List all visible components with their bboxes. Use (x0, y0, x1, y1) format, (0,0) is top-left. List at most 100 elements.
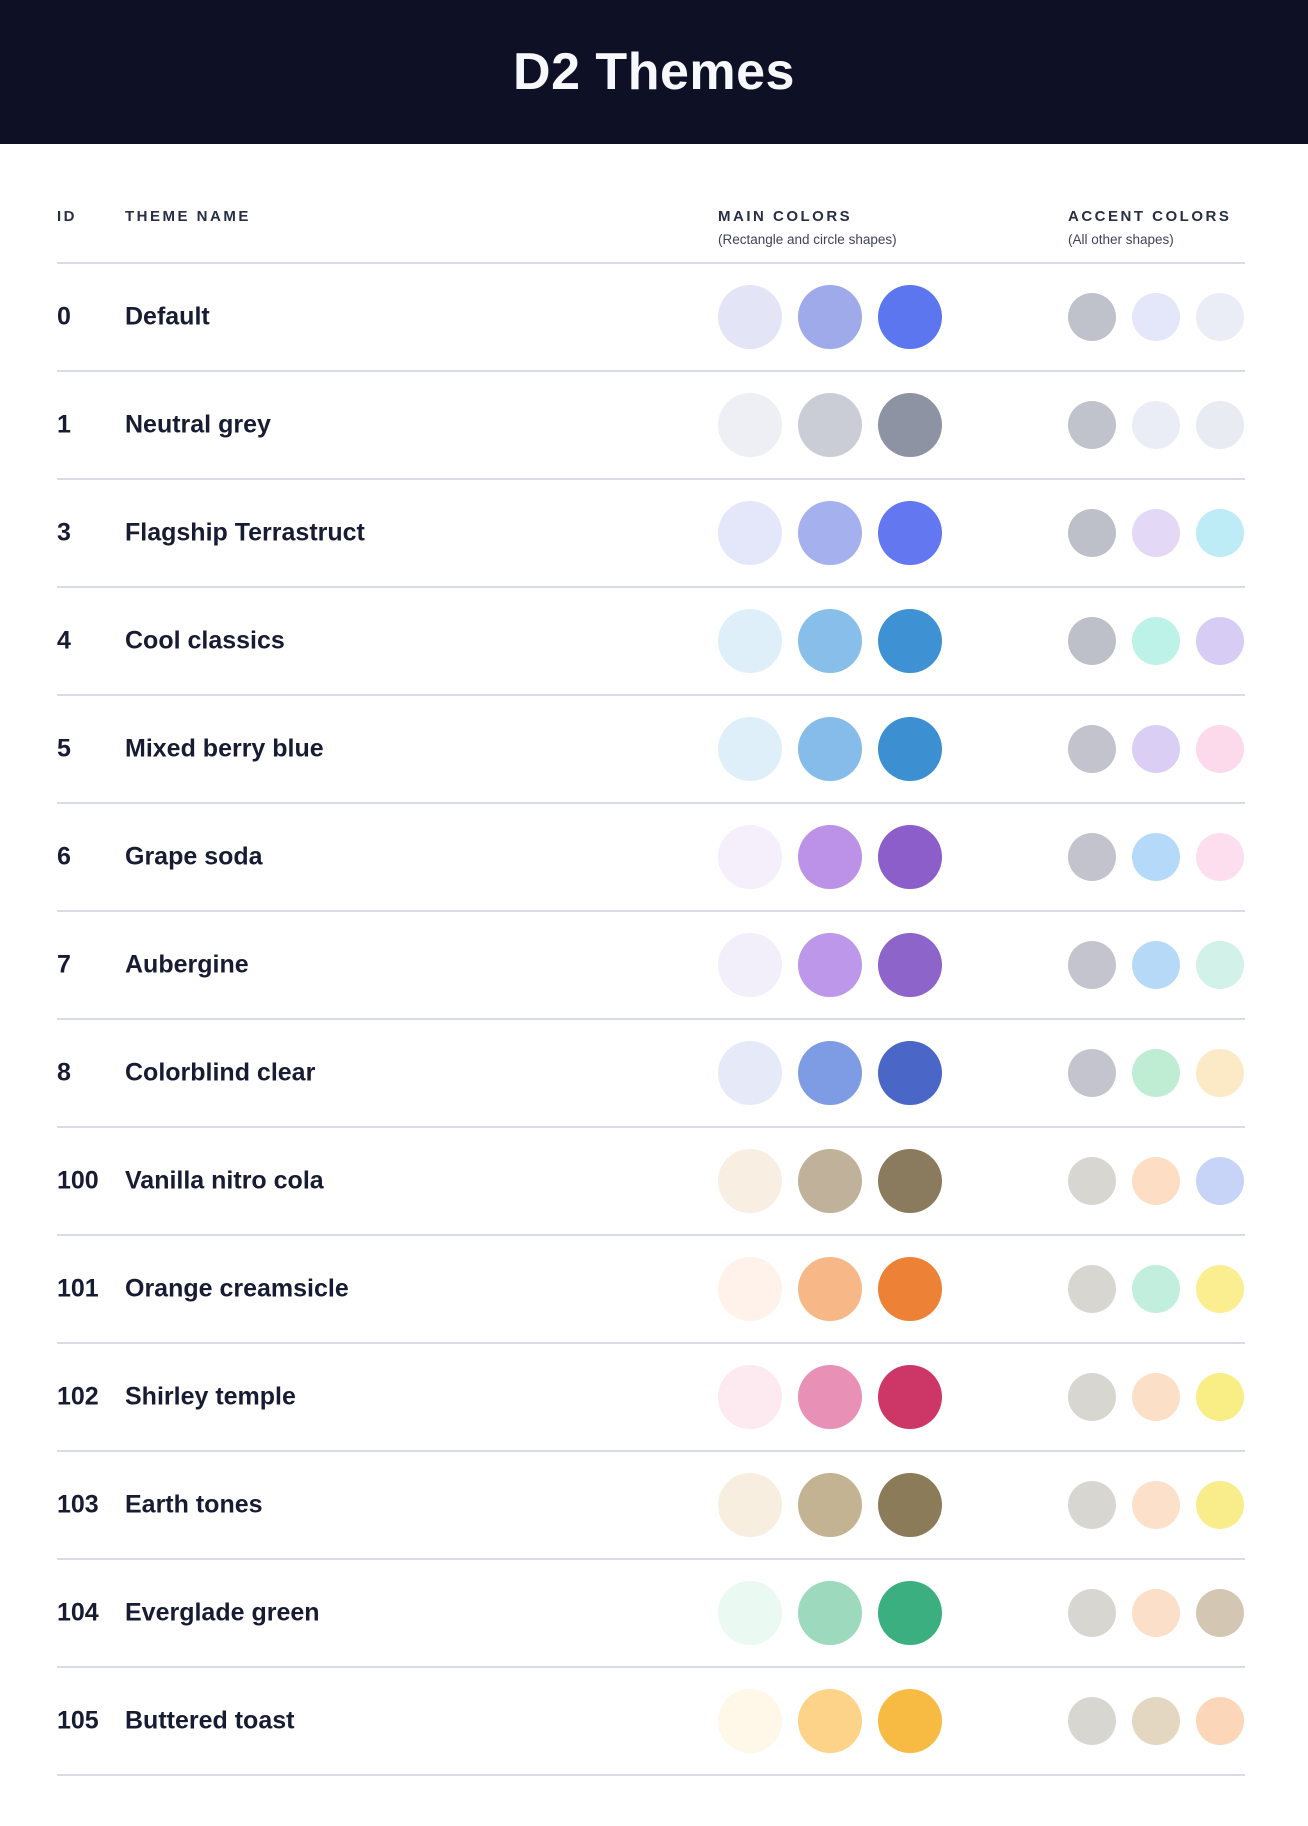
theme-id: 0 (57, 302, 71, 331)
theme-name: Orange creamsicle (125, 1274, 349, 1303)
theme-row: 3 Flagship Terrastruct (57, 480, 1245, 588)
accent-color-swatch (1068, 941, 1116, 989)
accent-colors-group (1068, 1697, 1244, 1745)
main-colors-group (718, 825, 942, 889)
accent-color-swatch (1068, 509, 1116, 557)
accent-colors-group (1068, 293, 1244, 341)
column-header-main-colors: MAIN COLORS (718, 208, 853, 225)
column-header-id: ID (57, 208, 77, 225)
main-color-swatch (718, 1149, 782, 1213)
theme-row: 103 Earth tones (57, 1452, 1245, 1560)
main-colors-group (718, 933, 942, 997)
main-colors-group (718, 1473, 942, 1537)
accent-color-swatch (1196, 1589, 1244, 1637)
theme-id: 100 (57, 1166, 99, 1195)
main-color-swatch (878, 393, 942, 457)
accent-color-swatch (1132, 1157, 1180, 1205)
accent-color-swatch (1196, 725, 1244, 773)
main-color-swatch (798, 501, 862, 565)
theme-name: Earth tones (125, 1490, 263, 1519)
main-color-swatch (718, 1689, 782, 1753)
theme-name: Buttered toast (125, 1706, 295, 1735)
main-colors-group (718, 393, 942, 457)
main-color-swatch (798, 393, 862, 457)
accent-color-swatch (1068, 1157, 1116, 1205)
theme-id: 3 (57, 518, 71, 547)
theme-id: 103 (57, 1490, 99, 1519)
accent-color-swatch (1132, 1481, 1180, 1529)
main-color-swatch (718, 1257, 782, 1321)
main-color-swatch (718, 393, 782, 457)
main-colors-group (718, 1365, 942, 1429)
theme-row: 5 Mixed berry blue (57, 696, 1245, 804)
main-color-swatch (798, 285, 862, 349)
accent-color-swatch (1068, 1697, 1116, 1745)
accent-color-swatch (1132, 1589, 1180, 1637)
main-color-swatch (718, 1365, 782, 1429)
accent-color-swatch (1132, 941, 1180, 989)
main-colors-group (718, 1041, 942, 1105)
main-color-swatch (798, 609, 862, 673)
main-color-swatch (878, 501, 942, 565)
theme-row: 6 Grape soda (57, 804, 1245, 912)
main-colors-group (718, 717, 942, 781)
accent-color-swatch (1196, 833, 1244, 881)
accent-color-swatch (1196, 401, 1244, 449)
theme-name: Vanilla nitro cola (125, 1166, 324, 1195)
main-color-swatch (878, 609, 942, 673)
main-color-swatch (718, 825, 782, 889)
main-color-swatch (718, 933, 782, 997)
themes-table: ID THEME NAME MAIN COLORS (Rectangle and… (57, 144, 1245, 1776)
accent-color-swatch (1068, 617, 1116, 665)
accent-colors-group (1068, 1049, 1244, 1097)
accent-color-swatch (1068, 725, 1116, 773)
accent-color-swatch (1132, 401, 1180, 449)
accent-colors-group (1068, 617, 1244, 665)
theme-row: 102 Shirley temple (57, 1344, 1245, 1452)
accent-colors-group (1068, 1481, 1244, 1529)
accent-color-swatch (1196, 1697, 1244, 1745)
main-color-swatch (878, 825, 942, 889)
accent-color-swatch (1132, 293, 1180, 341)
theme-row: 101 Orange creamsicle (57, 1236, 1245, 1344)
main-colors-group (718, 1257, 942, 1321)
theme-name: Neutral grey (125, 410, 271, 439)
main-color-swatch (798, 717, 862, 781)
main-color-swatch (878, 1365, 942, 1429)
theme-name: Colorblind clear (125, 1058, 316, 1087)
main-color-swatch (878, 1581, 942, 1645)
accent-color-swatch (1196, 1049, 1244, 1097)
main-color-swatch (878, 1257, 942, 1321)
accent-colors-group (1068, 401, 1244, 449)
main-colors-group (718, 285, 942, 349)
accent-colors-group (1068, 1157, 1244, 1205)
main-color-swatch (878, 285, 942, 349)
accent-color-swatch (1132, 833, 1180, 881)
accent-color-swatch (1068, 1265, 1116, 1313)
main-color-swatch (718, 285, 782, 349)
accent-colors-group (1068, 725, 1244, 773)
accent-color-swatch (1196, 1157, 1244, 1205)
theme-row: 1 Neutral grey (57, 372, 1245, 480)
main-color-swatch (798, 1041, 862, 1105)
theme-name: Aubergine (125, 950, 249, 979)
accent-color-swatch (1068, 1481, 1116, 1529)
accent-colors-group (1068, 833, 1244, 881)
main-color-swatch (798, 1149, 862, 1213)
main-colors-group (718, 609, 942, 673)
accent-color-swatch (1132, 1697, 1180, 1745)
main-color-swatch (798, 1473, 862, 1537)
theme-row: 8 Colorblind clear (57, 1020, 1245, 1128)
accent-color-swatch (1196, 293, 1244, 341)
theme-row: 100 Vanilla nitro cola (57, 1128, 1245, 1236)
accent-color-swatch (1132, 725, 1180, 773)
theme-id: 101 (57, 1274, 99, 1303)
main-color-swatch (718, 501, 782, 565)
column-header-accent-colors: ACCENT COLORS (1068, 208, 1232, 225)
main-color-swatch (718, 1041, 782, 1105)
theme-row: 7 Aubergine (57, 912, 1245, 1020)
accent-color-swatch (1196, 1481, 1244, 1529)
accent-colors-group (1068, 941, 1244, 989)
theme-row: 105 Buttered toast (57, 1668, 1245, 1776)
theme-name: Mixed berry blue (125, 734, 324, 763)
